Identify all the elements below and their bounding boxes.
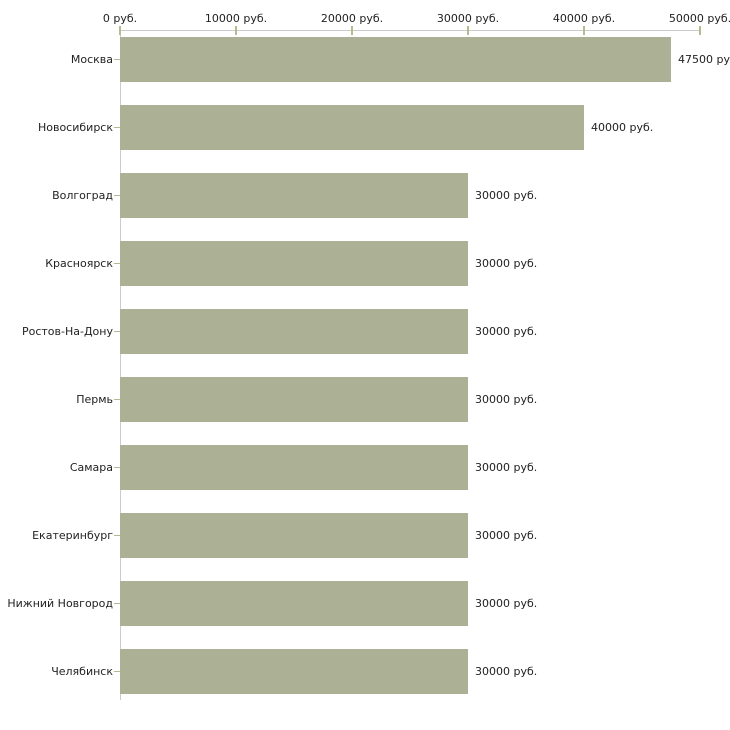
x-tick-label: 0 руб. <box>102 12 138 25</box>
bar <box>120 241 468 286</box>
bar <box>120 649 468 694</box>
bar-value-label: 30000 руб. <box>475 393 538 406</box>
x-tick-mark <box>699 26 701 35</box>
bar-category-label: Челябинск <box>51 665 113 678</box>
x-tick-label: 50000 руб. <box>668 12 730 25</box>
x-tick-label: 30000 руб. <box>436 12 500 25</box>
bar <box>120 513 468 558</box>
y-tick-mark <box>114 467 120 468</box>
bar <box>120 105 584 150</box>
y-tick-mark <box>114 603 120 604</box>
bar <box>120 37 671 82</box>
bar-value-label: 30000 руб. <box>475 257 538 270</box>
bar <box>120 581 468 626</box>
bar-category-label: Ростов-На-Дону <box>21 325 113 338</box>
bar-category-label: Красноярск <box>45 257 113 270</box>
bar-value-label: 40000 руб. <box>591 121 654 134</box>
y-tick-mark <box>114 195 120 196</box>
bar-category-label: Екатеринбург <box>32 529 113 542</box>
x-tick-mark <box>351 26 353 35</box>
bar-value-label: 30000 руб. <box>475 665 538 678</box>
bar <box>120 377 468 422</box>
x-tick-mark <box>119 26 121 35</box>
y-axis-line <box>120 30 121 700</box>
x-axis-line <box>120 30 701 31</box>
bar-value-label: 30000 руб. <box>475 461 538 474</box>
y-tick-mark <box>114 263 120 264</box>
x-tick-label: 10000 руб. <box>204 12 268 25</box>
y-tick-mark <box>114 59 120 60</box>
bar-value-label: 47500 руб. <box>678 53 730 66</box>
bar-value-label: 30000 руб. <box>475 189 538 202</box>
bar-category-label: Волгоград <box>52 189 113 202</box>
bar <box>120 173 468 218</box>
y-tick-mark <box>114 127 120 128</box>
bar-category-label: Москва <box>70 53 113 66</box>
bar-value-label: 30000 руб. <box>475 597 538 610</box>
x-tick-label: 40000 руб. <box>552 12 616 25</box>
x-tick-mark <box>467 26 469 35</box>
bar-category-label: Пермь <box>76 393 113 406</box>
x-tick-mark <box>235 26 237 35</box>
x-tick-label: 20000 руб. <box>320 12 384 25</box>
bar-category-label: Новосибирск <box>37 121 113 134</box>
y-tick-mark <box>114 399 120 400</box>
y-tick-mark <box>114 671 120 672</box>
y-tick-mark <box>114 535 120 536</box>
y-tick-mark <box>114 331 120 332</box>
x-tick-mark <box>583 26 585 35</box>
bar-category-label: Самара <box>69 461 113 474</box>
bar-value-label: 30000 руб. <box>475 529 538 542</box>
bar <box>120 309 468 354</box>
bar-category-label: Нижний Новгород <box>7 597 113 610</box>
bar-value-label: 30000 руб. <box>475 325 538 338</box>
bar <box>120 445 468 490</box>
